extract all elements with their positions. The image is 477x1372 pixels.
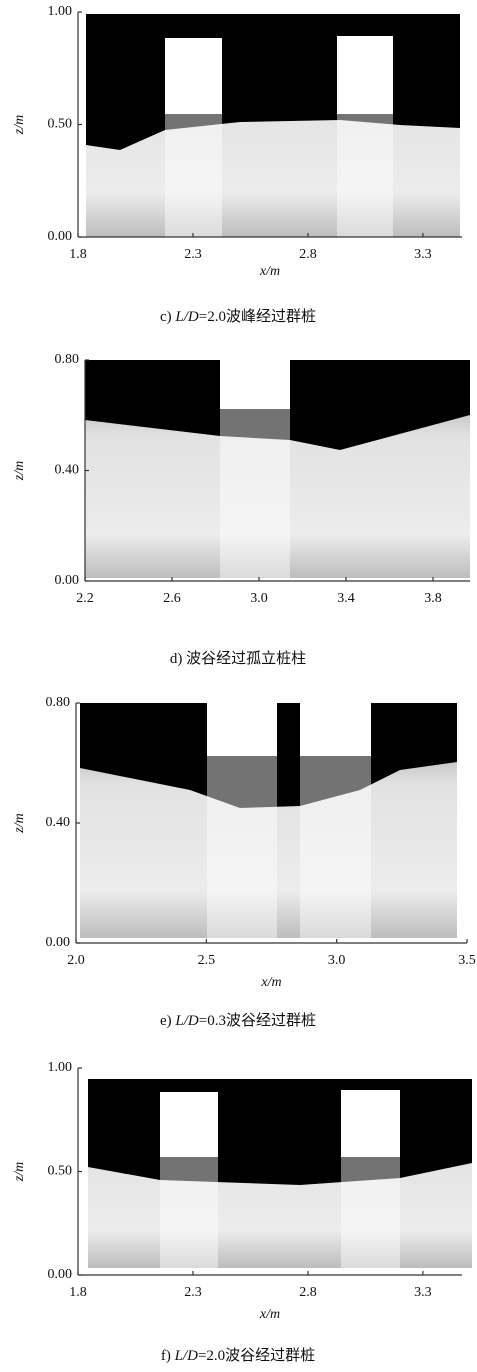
y-tick-label: 0.00: [48, 229, 73, 244]
y-axis-label: z/m: [12, 115, 27, 135]
x-tick-label: 2.0: [67, 953, 85, 968]
air-region: [88, 1079, 472, 1185]
x-tick-label: 2.2: [76, 591, 94, 606]
y-tick-label: 0.50: [48, 1164, 73, 1179]
pile: [337, 36, 393, 114]
caption-part: L/D: [174, 1013, 199, 1029]
x-tick-label: 3.3: [414, 247, 432, 262]
pile: [160, 1092, 218, 1157]
x-tick-label: 3.3: [414, 1285, 432, 1300]
x-tick-label: 1.8: [69, 1285, 87, 1300]
caption-part: L/D: [174, 309, 199, 325]
pile: [300, 703, 371, 756]
panel: 1.8 2.3 2.8 3.3 0.00 0.50 1.00 z/m x/m c) L/D=2.0…: [12, 4, 462, 325]
y-tick-label: 1.00: [48, 1060, 73, 1075]
x-tick-label: 1.8: [69, 247, 87, 262]
x-tick-label: 2.8: [299, 1285, 317, 1300]
x-tick-label: 2.8: [299, 247, 317, 262]
y-axis-label: z/m: [12, 461, 27, 481]
x-tick-label: 2.6: [163, 591, 181, 606]
pile: [341, 1090, 400, 1157]
x-axis-label: x/m: [260, 975, 281, 990]
y-tick-label: 0.80: [46, 695, 71, 710]
caption-part: 波谷经过孤立桩柱: [186, 650, 306, 667]
y-tick-label: 0.50: [48, 117, 73, 132]
caption-part: L/D: [174, 1348, 199, 1364]
caption-part: d): [170, 651, 183, 667]
x-tick-label: 2.3: [184, 247, 202, 262]
y-tick-label: 0.40: [55, 463, 80, 478]
x-axis-label: x/m: [259, 264, 280, 279]
pile: [165, 38, 222, 114]
panel: 1.8 2.3 2.8 3.3 0.00 0.50 1.00 z/m x/m f) L/D=2.0…: [12, 1060, 472, 1364]
y-tick-label: 0.00: [55, 573, 80, 588]
caption: f) L/D=2.0波谷经过群桩: [161, 1347, 315, 1364]
caption-part: =0.3波谷经过群桩: [199, 1012, 316, 1029]
y-axis-label: z/m: [12, 1162, 27, 1182]
x-tick-label: 2.5: [198, 953, 216, 968]
y-tick-label: 0.00: [46, 935, 71, 950]
caption-part: =2.0波谷经过群桩: [198, 1347, 315, 1364]
y-tick-label: 0.00: [48, 1267, 73, 1282]
y-tick-label: 0.80: [55, 352, 80, 367]
panel: 2.0 2.5 3.0 3.5 0.00 0.40 0.80 z/m x/m e) L/D=0.3…: [12, 695, 476, 1029]
caption: e) L/D=0.3波谷经过群桩: [160, 1012, 316, 1029]
caption: c) L/D=2.0波峰经过群桩: [160, 308, 316, 325]
x-tick-label: 3.0: [250, 591, 268, 606]
panel: 2.2 2.6 3.0 3.4 3.8 0.00 0.40 0.80 z/m d) 波谷经过孤立桩…: [12, 352, 470, 667]
caption-part: =2.0波峰经过群桩: [199, 308, 316, 325]
x-tick-label: 3.4: [337, 591, 355, 606]
caption-part: c): [160, 309, 172, 325]
y-axis-label: z/m: [12, 813, 27, 833]
y-tick-label: 1.00: [48, 4, 73, 19]
x-tick-label: 3.8: [424, 591, 442, 606]
x-tick-label: 3.0: [328, 953, 346, 968]
caption: d) 波谷经过孤立桩柱: [170, 650, 306, 667]
caption-part: f): [161, 1348, 171, 1364]
x-tick-label: 2.3: [184, 1285, 202, 1300]
x-axis-label: x/m: [259, 1307, 280, 1322]
pile: [207, 703, 277, 756]
x-tick-label: 3.5: [458, 953, 476, 968]
y-tick-label: 0.40: [46, 815, 71, 830]
caption-part: e): [160, 1013, 172, 1029]
pile: [220, 360, 290, 409]
